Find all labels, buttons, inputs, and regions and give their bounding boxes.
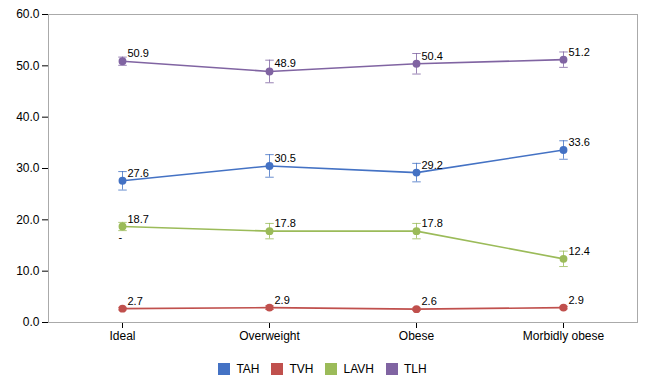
- svg-text:0.0: 0.0: [23, 315, 40, 329]
- html-text:LAVH: LAVH: [343, 361, 374, 376]
- svg-text:50.9: 50.9: [128, 47, 149, 59]
- svg-text:Ideal: Ideal: [109, 329, 135, 343]
- svg-text:Obese: Obese: [399, 329, 435, 343]
- svg-text:Morbidly obese: Morbidly obese: [523, 329, 605, 343]
- svg-text:20.0: 20.0: [16, 213, 40, 227]
- svg-text:2.9: 2.9: [275, 294, 290, 306]
- svg-text:2.9: 2.9: [569, 294, 584, 306]
- svg-text:33.6: 33.6: [569, 136, 590, 148]
- svg-text:17.8: 17.8: [422, 217, 443, 229]
- html-text:TLH: TLH: [404, 361, 427, 376]
- svg-text:50.0: 50.0: [16, 59, 40, 73]
- svg-text:29.2: 29.2: [422, 159, 443, 171]
- html-text:TAH: TAH: [236, 361, 260, 376]
- svg-text:2.7: 2.7: [128, 295, 143, 307]
- svg-text:-: -: [119, 231, 123, 243]
- svg-text:30.0: 30.0: [16, 161, 40, 175]
- svg-text:48.9: 48.9: [275, 57, 296, 69]
- html-text:TVH: TVH: [289, 361, 314, 376]
- svg-text:51.2: 51.2: [569, 46, 590, 58]
- svg-text:40.0: 40.0: [16, 110, 40, 124]
- svg-text:50.4: 50.4: [422, 50, 443, 62]
- svg-text:27.6: 27.6: [128, 167, 149, 179]
- svg-text:Overweight: Overweight: [239, 329, 300, 343]
- svg-text:10.0: 10.0: [16, 264, 40, 278]
- svg-text:60.0: 60.0: [16, 7, 40, 21]
- svg-text:18.7: 18.7: [128, 213, 149, 225]
- svg-text:17.8: 17.8: [275, 217, 296, 229]
- svg-text:2.6: 2.6: [422, 295, 437, 307]
- svg-text:12.4: 12.4: [569, 245, 590, 257]
- svg-text:30.5: 30.5: [275, 152, 296, 164]
